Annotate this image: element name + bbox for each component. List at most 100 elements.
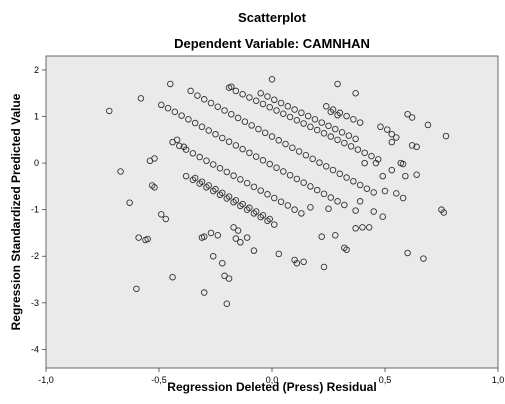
data-point xyxy=(250,183,258,191)
data-point xyxy=(334,198,341,205)
data-point xyxy=(381,187,389,195)
data-point xyxy=(345,132,353,139)
data-point xyxy=(352,207,359,214)
y-tick-label: -4 xyxy=(31,344,39,354)
data-point xyxy=(408,114,416,121)
data-point xyxy=(205,182,212,189)
data-point xyxy=(187,87,194,95)
data-point xyxy=(424,121,432,129)
data-point xyxy=(304,112,312,120)
data-point xyxy=(117,168,124,175)
data-point xyxy=(359,224,366,231)
data-point xyxy=(320,190,328,198)
data-point xyxy=(164,104,172,112)
data-point xyxy=(379,213,386,220)
data-point xyxy=(293,117,301,124)
y-axis: -4 -3 -2 -1 0 1 2 xyxy=(31,65,46,354)
y-tick-label: 2 xyxy=(34,65,39,75)
data-point xyxy=(223,168,231,176)
x-tick-label: -1,0 xyxy=(38,375,54,385)
data-point xyxy=(313,126,321,134)
data-point xyxy=(309,155,316,163)
data-point xyxy=(259,212,267,219)
y-axis-label: Regression Standardized Predicted Value xyxy=(9,93,23,330)
data-point xyxy=(216,164,224,172)
data-point xyxy=(413,143,420,151)
data-point xyxy=(169,138,176,146)
data-point xyxy=(295,148,303,155)
plot-area xyxy=(45,55,499,369)
data-point xyxy=(271,221,278,228)
data-point xyxy=(273,164,280,172)
data-point xyxy=(252,208,260,215)
data-point xyxy=(347,143,355,150)
data-point xyxy=(311,116,319,123)
data-point xyxy=(384,126,391,133)
data-point xyxy=(162,215,170,223)
data-point xyxy=(189,150,197,157)
data-point xyxy=(343,174,350,181)
data-point xyxy=(356,198,364,205)
data-point xyxy=(379,172,386,180)
data-point xyxy=(133,285,140,293)
data-point xyxy=(327,194,335,201)
data-point xyxy=(322,103,330,110)
data-point xyxy=(158,211,165,218)
data-point xyxy=(241,118,249,125)
data-point xyxy=(191,119,199,127)
data-point xyxy=(291,106,298,113)
data-point xyxy=(318,233,325,240)
data-point xyxy=(232,197,240,204)
data-point xyxy=(239,200,246,208)
data-point xyxy=(393,134,400,141)
data-point xyxy=(182,172,190,180)
chart-subtitle: Dependent Variable: CAMNHAN xyxy=(174,36,370,51)
data-point xyxy=(404,110,411,118)
data-point xyxy=(219,259,226,267)
data-point xyxy=(266,215,273,223)
data-point xyxy=(246,149,253,157)
data-point xyxy=(146,157,154,165)
data-point xyxy=(374,156,382,163)
data-point xyxy=(207,99,215,107)
chart-title: Scatterplot xyxy=(238,10,307,25)
data-point xyxy=(356,119,364,126)
data-point xyxy=(255,125,262,133)
y-tick-label: 1 xyxy=(34,112,39,122)
data-point xyxy=(176,142,183,150)
data-point xyxy=(194,92,201,99)
data-point xyxy=(167,80,174,88)
data-point xyxy=(343,246,350,253)
data-point xyxy=(327,133,335,140)
data-point xyxy=(334,136,341,144)
data-point xyxy=(334,111,341,119)
data-point xyxy=(289,144,296,151)
data-point xyxy=(350,178,357,185)
data-point xyxy=(142,236,149,244)
data-point xyxy=(212,130,219,138)
data-point xyxy=(322,163,330,170)
data-point xyxy=(286,113,294,121)
data-point xyxy=(300,120,307,127)
data-point xyxy=(266,160,273,168)
data-point xyxy=(291,206,298,213)
data-point xyxy=(237,176,244,183)
x-axis: -1,0 -0,5 0,0 0,5 1,0 xyxy=(38,368,504,385)
data-point xyxy=(365,224,373,231)
data-point xyxy=(257,187,264,194)
data-point xyxy=(280,168,287,175)
data-point xyxy=(300,179,307,186)
data-point xyxy=(341,201,348,209)
data-point xyxy=(286,171,294,179)
data-point xyxy=(302,151,310,159)
data-point xyxy=(243,179,251,187)
data-point xyxy=(363,185,371,192)
data-point xyxy=(408,142,416,149)
data-point xyxy=(271,96,278,104)
data-point xyxy=(221,107,228,114)
data-point xyxy=(137,95,145,102)
data-point xyxy=(336,170,344,178)
data-point xyxy=(225,84,233,91)
data-point xyxy=(252,97,260,104)
